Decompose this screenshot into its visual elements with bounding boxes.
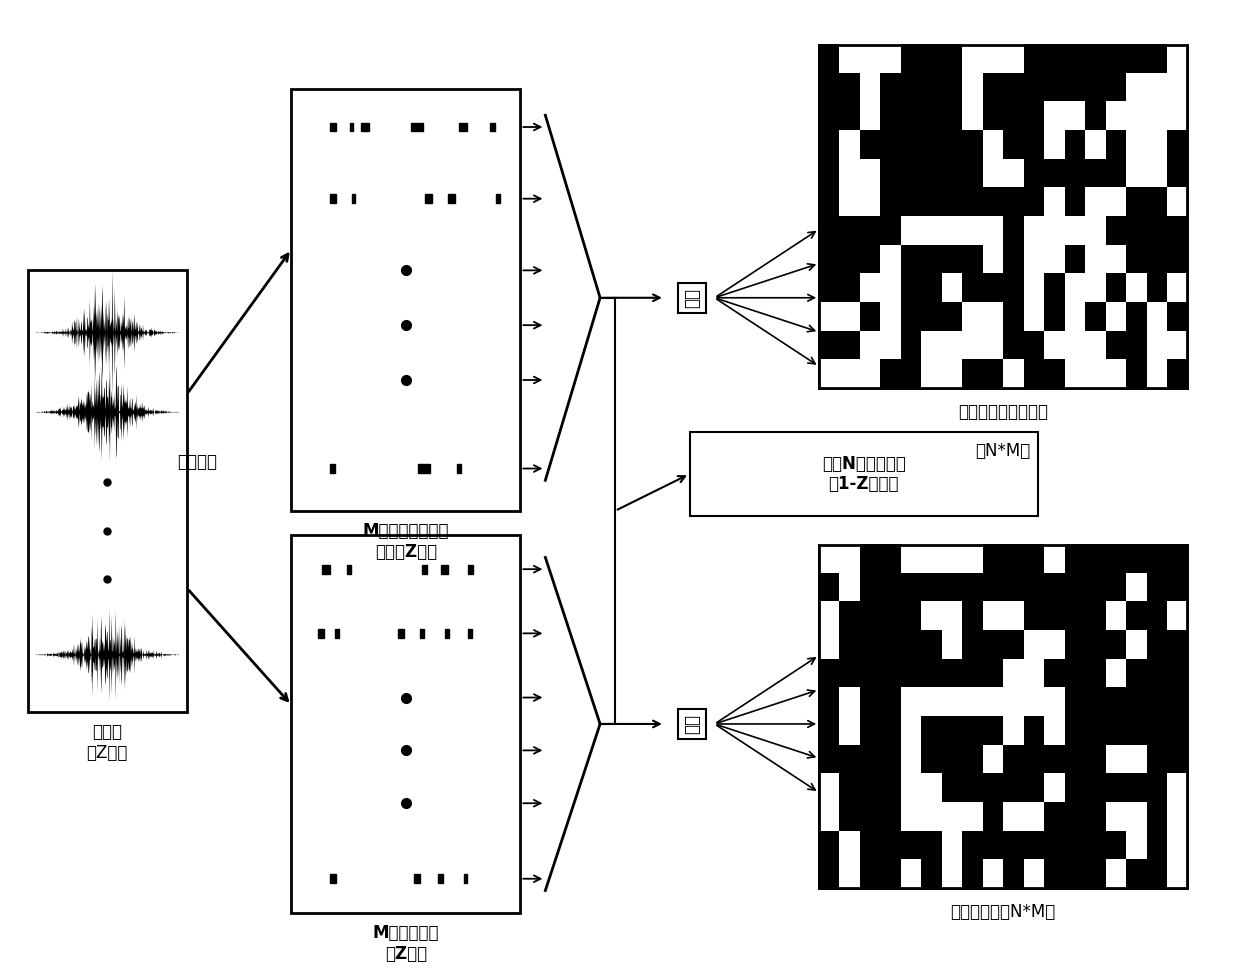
Text: 抽取: 抽取	[683, 714, 701, 734]
Bar	[398, 629, 404, 637]
Bar	[361, 123, 368, 131]
Bar	[467, 629, 472, 637]
Bar	[419, 629, 424, 637]
Text: M维梅尔倒谱系数
特征（Z个）: M维梅尔倒谱系数 特征（Z个）	[363, 523, 449, 561]
Bar	[441, 564, 449, 574]
Bar	[438, 875, 443, 883]
Bar	[322, 564, 330, 574]
Bar	[291, 535, 521, 913]
Bar	[425, 195, 433, 203]
Bar	[330, 123, 336, 131]
Bar	[449, 195, 455, 203]
Bar	[491, 123, 496, 131]
Bar	[445, 629, 449, 637]
Bar	[412, 123, 423, 131]
Text: 梅尔倒谱系数特征图: 梅尔倒谱系数特征图	[959, 403, 1048, 421]
Bar	[350, 123, 352, 131]
Text: （N*M）: （N*M）	[976, 442, 1030, 460]
Bar	[422, 564, 427, 574]
Bar	[496, 195, 500, 203]
Text: 数据帧
（Z个）: 数据帧 （Z个）	[87, 724, 128, 762]
Bar	[291, 90, 521, 511]
Bar	[330, 195, 336, 203]
Bar	[27, 270, 187, 711]
Bar	[467, 564, 472, 574]
Bar	[456, 464, 460, 473]
Text: 抽取: 抽取	[683, 288, 701, 307]
Text: 差分特征图（N*M）: 差分特征图（N*M）	[951, 903, 1056, 920]
Text: M维差分特征
（Z个）: M维差分特征 （Z个）	[373, 924, 439, 963]
Bar	[319, 629, 324, 637]
Bar	[820, 45, 1188, 388]
Bar	[335, 629, 340, 637]
Bar	[330, 464, 335, 473]
Bar	[689, 432, 1038, 516]
Bar	[820, 45, 1188, 388]
Bar	[330, 875, 336, 883]
Bar	[418, 464, 430, 473]
Text: 生成N个随机整数
（1-Z之间）: 生成N个随机整数 （1-Z之间）	[822, 454, 906, 493]
Text: 特征提取: 特征提取	[177, 452, 217, 471]
Bar	[347, 564, 351, 574]
Bar	[352, 195, 355, 203]
Bar	[464, 875, 467, 883]
Bar	[459, 123, 467, 131]
Bar	[414, 875, 420, 883]
Bar	[820, 545, 1188, 888]
Bar	[820, 545, 1188, 888]
